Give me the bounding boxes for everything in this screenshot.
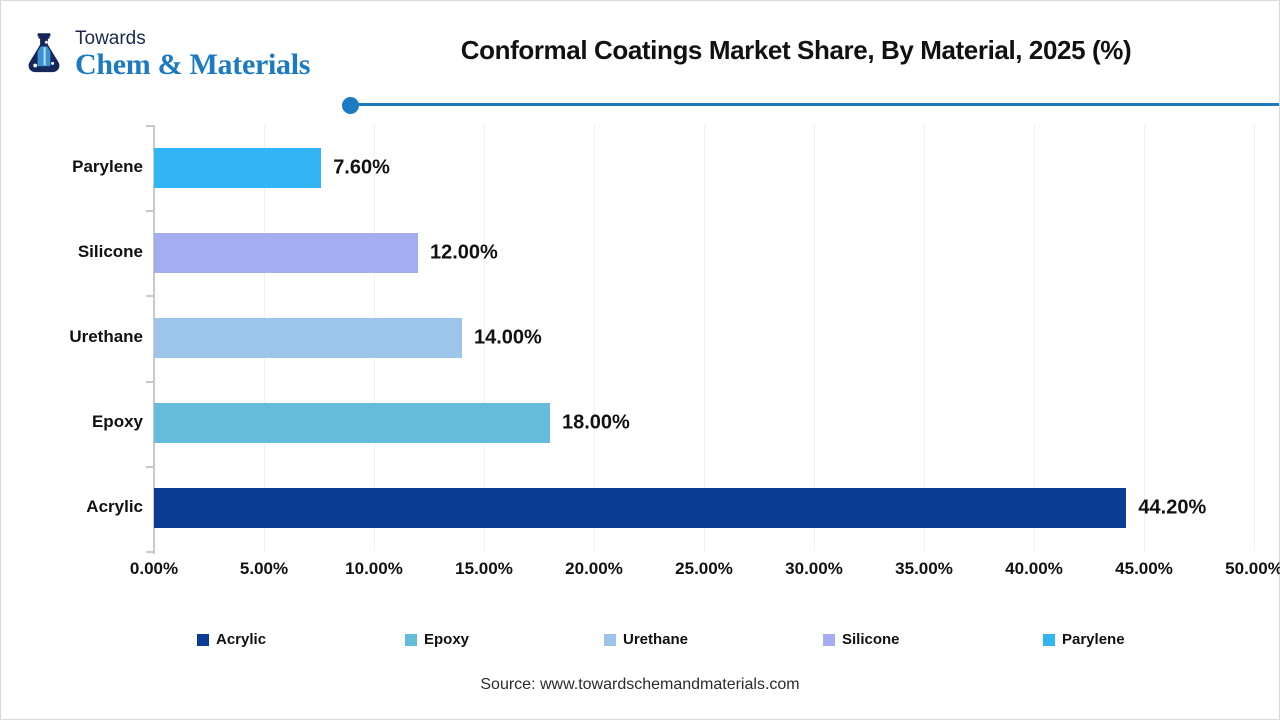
legend-label-parylene: Parylene xyxy=(1062,631,1125,648)
bar-value-label-acrylic: 44.20% xyxy=(1138,496,1207,519)
header-rule-dot xyxy=(342,97,359,114)
bar-silicone[interactable] xyxy=(154,232,418,273)
gridline xyxy=(1254,125,1255,551)
legend-label-silicone: Silicone xyxy=(842,631,900,648)
x-axis-tick-label: 45.00% xyxy=(1115,559,1173,578)
bar-value-label-urethane: 14.00% xyxy=(474,326,542,349)
page-header: Towards Chem & Materials Conformal Coati… xyxy=(1,1,1279,111)
y-axis-label-parylene: Parylene xyxy=(72,156,143,176)
header-rule xyxy=(1,96,1279,114)
gridline xyxy=(1144,125,1145,551)
y-axis-tick xyxy=(146,551,154,553)
y-axis-tick xyxy=(146,295,154,298)
gridline xyxy=(814,125,815,551)
x-axis-tick-label: 30.00% xyxy=(785,559,843,578)
y-axis-label-silicone: Silicone xyxy=(77,241,143,261)
chart-title: Conformal Coatings Market Share, By Mate… xyxy=(460,35,1132,65)
header-rule-line xyxy=(353,103,1279,106)
y-axis-tick xyxy=(146,380,154,383)
bar-parylene[interactable] xyxy=(154,147,322,188)
gridline xyxy=(1034,125,1035,551)
legend-swatch-parylene xyxy=(1043,633,1055,646)
y-axis-tick xyxy=(146,125,154,127)
x-axis-tick-label: 40.00% xyxy=(1005,559,1063,578)
legend-swatch-silicone xyxy=(823,633,835,646)
gridline xyxy=(924,125,925,551)
bar-group-acrylic: 44.20% xyxy=(154,488,1254,529)
legend-swatch-acrylic xyxy=(197,633,209,646)
bar-group-epoxy: 18.00% xyxy=(154,403,1254,444)
bar-urethane[interactable] xyxy=(154,318,462,358)
legend-item-parylene[interactable]: Parylene xyxy=(1043,631,1125,648)
gridline xyxy=(594,125,595,551)
brand-line-2: Chem & Materials xyxy=(75,48,311,81)
chart-legend: Acrylic Epoxy Urethane Silicone Parylene xyxy=(1,631,1279,657)
plot-area: 7.60% 12.00% 14.00% 18.00% 44.20% xyxy=(154,125,1255,551)
bar-group-silicone: 12.00% xyxy=(154,232,1254,273)
y-axis-label-acrylic: Acrylic xyxy=(86,497,143,517)
bar-value-label-epoxy: 18.00% xyxy=(562,411,630,434)
x-axis-tick-label: 50.00% xyxy=(1225,559,1280,578)
legend-label-acrylic: Acrylic xyxy=(216,631,267,648)
x-axis-tick-label: 15.00% xyxy=(455,559,513,578)
y-axis-tick xyxy=(146,210,154,213)
y-axis-tick xyxy=(146,465,154,468)
bar-value-label-silicone: 12.00% xyxy=(430,241,498,264)
legend-swatch-urethane xyxy=(604,633,616,646)
x-axis-tick-label: 35.00% xyxy=(895,559,953,578)
legend-swatch-epoxy xyxy=(405,633,417,646)
bar-value-label-parylene: 7.60% xyxy=(333,156,390,179)
x-axis-tick-label: 5.00% xyxy=(239,559,289,578)
legend-label-epoxy: Epoxy xyxy=(424,631,470,648)
y-axis-label-urethane: Urethane xyxy=(69,327,143,346)
x-axis-tick-label: 10.00% xyxy=(345,559,403,578)
brand-logo: Towards Chem & Materials xyxy=(19,29,310,80)
bar-group-urethane: 14.00% xyxy=(154,318,1254,358)
plot-region: 7.60% 12.00% 14.00% 18.00% 44.20% Parylene Si… xyxy=(1,111,1279,571)
flask-icon xyxy=(28,32,60,72)
legend-item-epoxy[interactable]: Epoxy xyxy=(405,631,469,648)
bar-epoxy[interactable] xyxy=(154,403,550,444)
x-axis-labels: 0.00% 5.00% 10.00% 15.00% 20.00% 25.00% 30.00%… xyxy=(1,559,1280,589)
x-axis-tick-label: 0.00% xyxy=(129,559,179,578)
brand-wordmark: Towards Chem & Materials xyxy=(75,29,310,80)
source-note: Source: www.towardschemandmaterials.com xyxy=(480,676,800,693)
gridline xyxy=(704,125,705,551)
x-axis-tick-label: 25.00% xyxy=(675,559,733,578)
legend-item-silicone[interactable]: Silicone xyxy=(823,631,900,648)
brand-line-1: Towards xyxy=(75,28,146,49)
gridline xyxy=(484,125,485,551)
legend-label-urethane: Urethane xyxy=(623,631,689,648)
legend-item-urethane[interactable]: Urethane xyxy=(604,631,688,648)
bar-group-parylene: 7.60% xyxy=(154,147,1254,188)
legend-item-acrylic[interactable]: Acrylic xyxy=(197,631,266,648)
bar-acrylic[interactable] xyxy=(154,488,1127,529)
y-axis-label-epoxy: Epoxy xyxy=(91,412,143,432)
x-axis-tick-label: 20.00% xyxy=(565,559,623,578)
